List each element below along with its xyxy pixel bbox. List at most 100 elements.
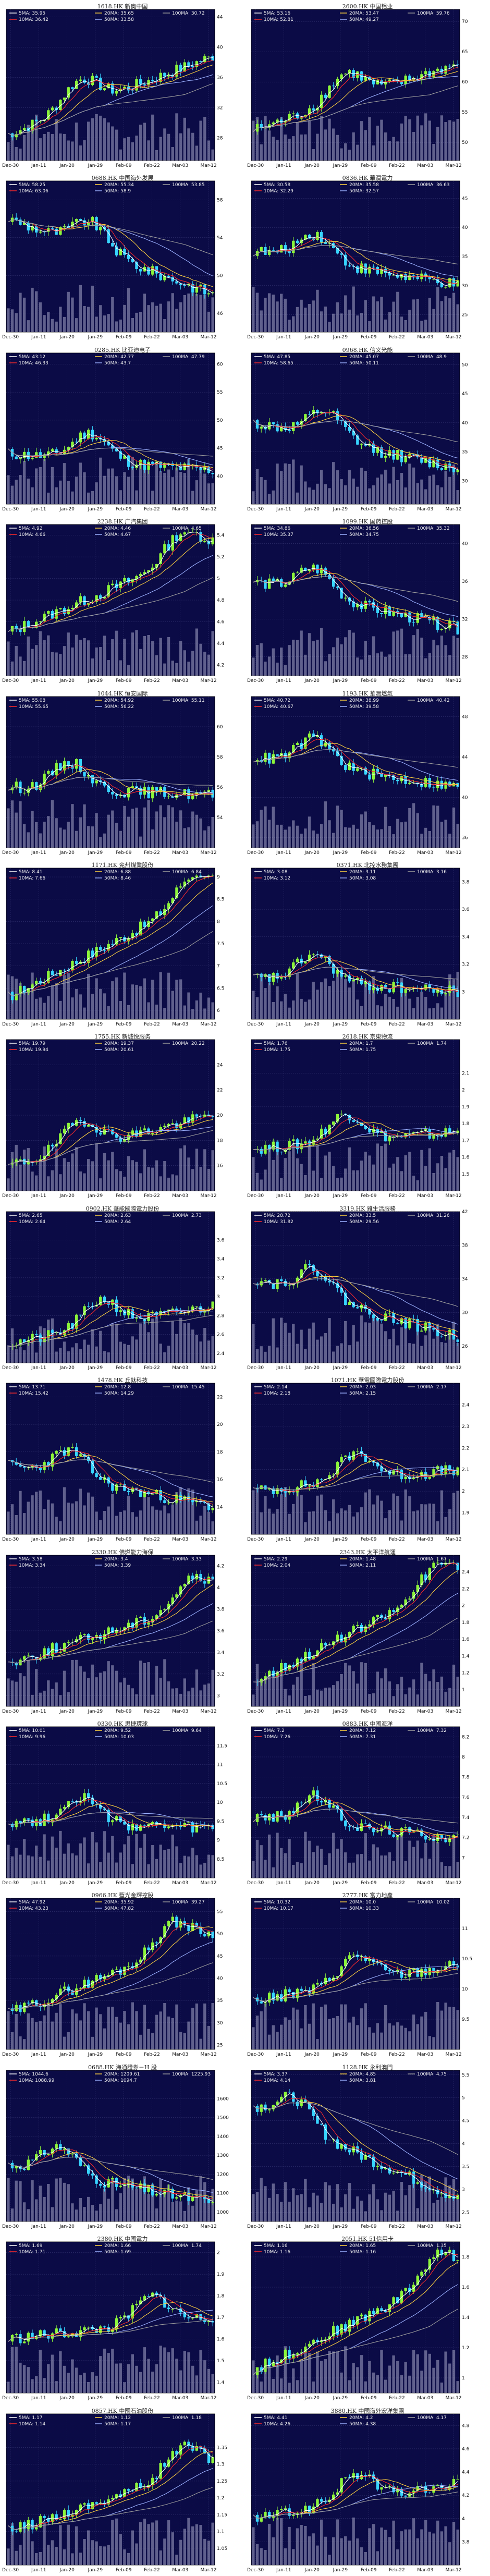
volume-bar	[119, 490, 122, 504]
sma100-line	[8, 1459, 213, 1483]
volume-bar	[31, 1333, 34, 1363]
candle-body	[111, 791, 114, 795]
volume-bar	[368, 655, 371, 676]
volume-bar	[175, 2005, 178, 2050]
candle-body	[79, 1120, 82, 1121]
candle-body	[187, 1822, 190, 1823]
x-tick-label: Mar-03	[417, 163, 433, 168]
stock-chart-panel: 1755.HK 新城悦服务 16 18 20 22 24 Dec-30 Jan-11 Jan-2…	[0, 1030, 245, 1202]
volume-bar	[296, 307, 299, 333]
x-tick-label: Mar-12	[200, 163, 216, 168]
volume-bar	[252, 2027, 255, 2050]
candle-body	[27, 788, 30, 793]
volume-bar	[396, 141, 399, 161]
volume-bar	[63, 1670, 66, 1706]
volume-bar	[83, 306, 86, 333]
candle-body	[308, 733, 311, 738]
chart-title: 0968.HK 信义光能	[342, 346, 393, 353]
candle-body	[147, 1622, 150, 1625]
volume-bar	[15, 2014, 18, 2050]
x-tick-label: Jan-20	[304, 850, 320, 856]
volume-bar	[151, 829, 154, 848]
volume-bar	[412, 131, 415, 161]
candle-body	[316, 1139, 319, 1140]
volume-bar	[255, 1839, 259, 1878]
volume-bar	[424, 658, 427, 676]
volume-bar	[135, 313, 138, 333]
volume-bar	[376, 1847, 379, 1878]
candle-body	[304, 961, 307, 963]
y-tick-label: 20	[217, 1422, 223, 1427]
volume-bar	[388, 483, 391, 504]
volume-bar	[416, 483, 419, 504]
volume-bar	[408, 2031, 411, 2050]
candle-body	[352, 980, 355, 982]
volume-bar	[187, 992, 190, 1019]
x-tick-label: Jan-11	[31, 507, 46, 512]
candle-body	[292, 1811, 295, 1814]
volume-bar	[187, 128, 190, 161]
volume-bar	[75, 2013, 78, 2050]
volume-bar	[195, 814, 199, 848]
volume-bar	[31, 1171, 34, 1191]
volume-bar	[376, 1671, 379, 1706]
candle-body	[292, 962, 295, 969]
candle-body	[368, 77, 371, 80]
sma100-line	[253, 1617, 458, 1682]
y-tick-label: 4	[217, 1585, 220, 1591]
candle-body	[264, 1280, 267, 1281]
candle-body	[368, 1461, 371, 1462]
candle-body	[388, 606, 391, 616]
candle-body	[183, 532, 186, 535]
volume-bar	[111, 2007, 114, 2050]
candle-body	[143, 1128, 146, 1131]
volume-bar	[444, 1168, 447, 1191]
candle-body	[151, 80, 154, 81]
volume-bar	[432, 640, 435, 676]
volume-bar	[15, 313, 18, 333]
x-tick-label: Feb-22	[144, 850, 160, 856]
candle-body	[75, 1314, 78, 1329]
volume-bar	[284, 463, 287, 504]
volume-bar	[127, 2024, 130, 2050]
volume-bar	[288, 826, 291, 848]
volume-bar	[280, 471, 283, 504]
candle-body	[432, 1562, 435, 1568]
candle-body	[316, 1479, 319, 1487]
volume-bar	[171, 991, 174, 1019]
volume-bar	[35, 645, 38, 676]
candle-body	[332, 1282, 335, 1284]
candle-body	[55, 107, 58, 110]
volume-bar	[95, 1842, 98, 1878]
candle-body	[336, 1114, 339, 1122]
y-tick-label: 18	[217, 1450, 223, 1455]
volume-bar	[380, 829, 383, 848]
volume-bar	[159, 471, 162, 504]
candle-body	[352, 266, 355, 267]
candle-body	[22, 223, 26, 226]
volume-bar	[171, 293, 174, 333]
candle-body	[380, 1320, 383, 1321]
candle-body	[119, 1630, 122, 1631]
y-tick-label: 1	[462, 1687, 465, 1692]
candle-body	[187, 789, 190, 799]
sma100-line	[8, 2156, 213, 2180]
volume-bar	[15, 812, 18, 848]
legend-entry: 5MA: 13.71	[19, 1385, 45, 1390]
candle-body	[131, 1130, 134, 1135]
candle-body	[43, 454, 46, 458]
volume-bar	[31, 1694, 34, 1706]
candle-body	[135, 933, 138, 936]
candle-body	[348, 597, 351, 602]
x-tick-label: Jan-29	[333, 1709, 348, 1714]
candle-body	[408, 988, 411, 990]
candle-body	[388, 1609, 391, 1619]
candle-body	[332, 748, 335, 751]
sma100-line	[253, 245, 458, 265]
candle-body	[187, 1925, 190, 1932]
volume-bar	[83, 1173, 86, 1191]
volume-bar	[203, 1149, 206, 1191]
x-tick-label: Feb-22	[389, 1709, 405, 1714]
volume-bar	[55, 487, 58, 504]
candle-body	[452, 278, 456, 287]
